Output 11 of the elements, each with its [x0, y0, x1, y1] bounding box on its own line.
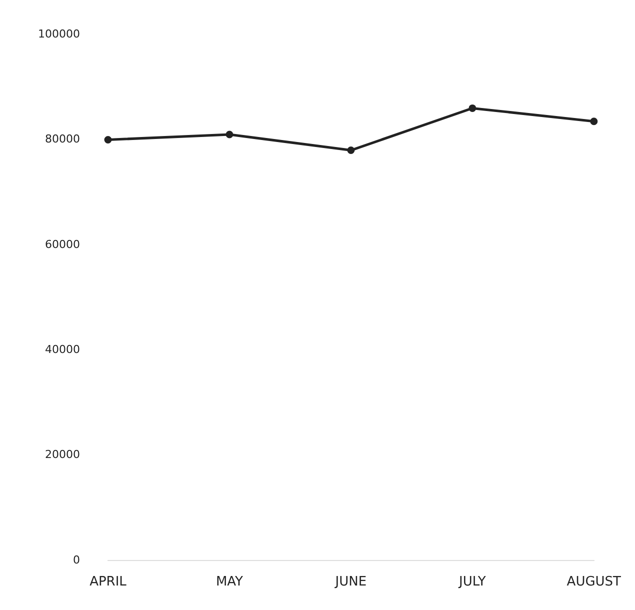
x-tick-label: APRIL: [90, 574, 128, 590]
y-tick-label: 80000: [44, 132, 80, 146]
x-tick-label: AUGUST: [566, 574, 622, 590]
x-tick-label: MAY: [216, 574, 244, 590]
y-tick-label: 40000: [44, 342, 80, 356]
x-tick-label: JUNE: [334, 574, 367, 590]
y-tick-label: 60000: [44, 238, 80, 251]
y-tick-label: 100000: [38, 27, 80, 40]
y-tick-label: 20000: [44, 448, 80, 462]
x-tick-label: JULY: [458, 574, 486, 590]
y-tick-label: 0: [72, 553, 80, 566]
